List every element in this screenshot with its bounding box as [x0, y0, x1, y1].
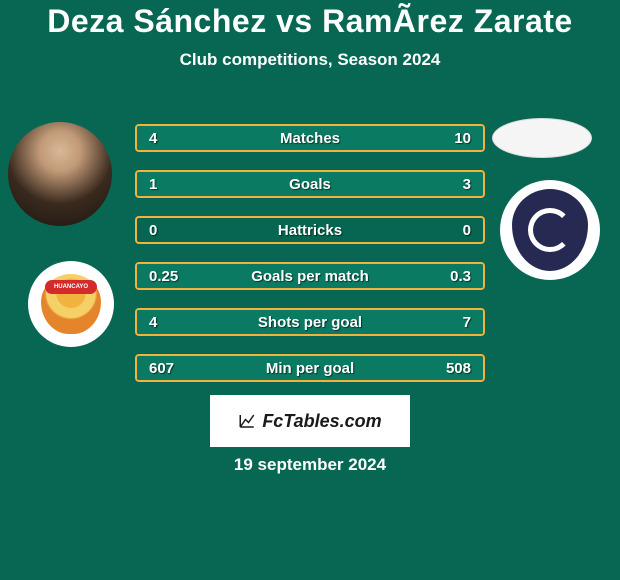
club-right-badge — [500, 180, 600, 280]
club-left-banner: HUANCAYO — [45, 280, 97, 294]
comparison-subtitle: Club competitions, Season 2024 — [0, 50, 620, 70]
stat-value-right: 0.3 — [438, 268, 483, 285]
stat-label: Hattricks — [137, 222, 483, 239]
branding-box: FcTables.com — [210, 395, 410, 447]
stat-value-right: 10 — [442, 130, 483, 147]
stats-container: 4Matches10 1Goals3 0Hattricks0 0.25Goals pe… — [135, 124, 485, 400]
club-left-badge: HUANCAYO — [28, 261, 114, 347]
club-right-letter-icon — [528, 208, 572, 252]
stat-value-right: 3 — [451, 176, 483, 193]
player-left-photo — [8, 122, 112, 226]
stat-value-right: 508 — [434, 360, 483, 377]
club-left-crest: HUANCAYO — [41, 274, 101, 334]
stat-row: 607Min per goal508 — [135, 354, 485, 382]
stat-row: 4Shots per goal7 — [135, 308, 485, 336]
stat-row: 0Hattricks0 — [135, 216, 485, 244]
stat-row: 0.25Goals per match0.3 — [135, 262, 485, 290]
stat-value-right: 7 — [451, 314, 483, 331]
player-right-photo-placeholder — [492, 118, 592, 158]
stat-value-right: 0 — [451, 222, 483, 239]
stat-label: Goals per match — [137, 268, 483, 285]
club-right-crest — [512, 189, 588, 271]
comparison-title: Deza Sánchez vs RamÃ­rez Zarate — [0, 0, 620, 40]
stat-label: Shots per goal — [137, 314, 483, 331]
stat-row: 4Matches10 — [135, 124, 485, 152]
stat-label: Min per goal — [137, 360, 483, 377]
branding-logo-icon — [238, 412, 256, 430]
stat-label: Goals — [137, 176, 483, 193]
stat-row: 1Goals3 — [135, 170, 485, 198]
stat-label: Matches — [137, 130, 483, 147]
comparison-date: 19 september 2024 — [0, 455, 620, 475]
branding-text: FcTables.com — [262, 411, 381, 432]
